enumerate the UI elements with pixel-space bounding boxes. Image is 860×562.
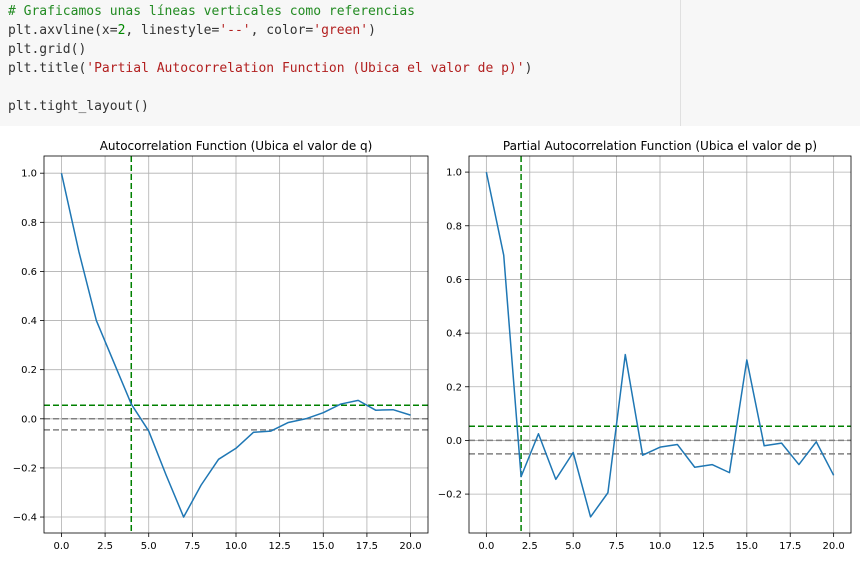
pacf-ytick-label: 0.6 <box>446 275 462 286</box>
code-token: plt.tight_layout() <box>8 99 149 114</box>
code-line: plt.grid() <box>8 40 532 59</box>
code-token: ) <box>524 61 533 76</box>
code-token: , linestyle= <box>125 23 220 38</box>
acf-xtick-label: 12.5 <box>269 541 291 552</box>
code-token: 'green' <box>313 23 369 38</box>
code-block[interactable]: # Graficamos unas líneas verticales como… <box>8 2 532 116</box>
code-cell-divider <box>680 0 681 126</box>
acf-ytick-label: 0.4 <box>21 316 37 327</box>
pacf-xtick-label: 20.0 <box>823 541 845 552</box>
pacf-ytick-label: 0.0 <box>446 436 462 447</box>
code-line: plt.axvline(x=2, linestyle='--', color='… <box>8 21 532 40</box>
acf-ytick-label: 0.8 <box>21 218 37 229</box>
pacf-xtick-label: 12.5 <box>692 541 714 552</box>
pacf-xtick-label: 0.0 <box>478 541 494 552</box>
acf-ytick-label: −0.2 <box>13 463 37 474</box>
code-token: 2 <box>117 23 126 38</box>
pacf-ytick-label: 1.0 <box>446 168 462 179</box>
code-token: 'Partial Autocorrelation Function (Ubica… <box>86 61 525 76</box>
code-token: plt.axvline(x= <box>8 23 118 38</box>
acf-xtick-label: 7.5 <box>184 541 200 552</box>
pacf-ytick-label: 0.4 <box>446 329 462 340</box>
acf-xtick-label: 2.5 <box>97 541 113 552</box>
acf-xtick-label: 17.5 <box>356 541 378 552</box>
code-token: plt.title( <box>8 61 87 76</box>
acf-chart: Autocorrelation Function (Ubica el valor… <box>13 139 429 552</box>
pacf-title: Partial Autocorrelation Function (Ubica … <box>503 139 817 153</box>
pacf-xtick-label: 10.0 <box>649 541 671 552</box>
acf-ytick-label: 0.2 <box>21 365 37 376</box>
pacf-xtick-label: 5.0 <box>565 541 581 552</box>
acf-ytick-label: 0.0 <box>21 414 37 425</box>
code-token: # Graficamos unas líneas verticales como… <box>8 4 415 19</box>
pacf-xtick-label: 17.5 <box>779 541 801 552</box>
acf-ytick-label: 0.6 <box>21 267 37 278</box>
pacf-ytick-label: 0.2 <box>446 382 462 393</box>
acf-xtick-label: 5.0 <box>141 541 157 552</box>
figure: Autocorrelation Function (Ubica el valor… <box>13 139 852 552</box>
acf-xtick-label: 15.0 <box>312 541 334 552</box>
acf-xtick-label: 20.0 <box>399 541 421 552</box>
acf-xtick-label: 0.0 <box>54 541 70 552</box>
acf-ytick-label: 1.0 <box>21 169 37 180</box>
code-cell[interactable]: # Graficamos unas líneas verticales como… <box>0 0 860 126</box>
pacf-ytick-label: −0.2 <box>438 490 462 501</box>
code-token: , color= <box>250 23 314 38</box>
code-line: plt.title('Partial Autocorrelation Funct… <box>8 59 532 78</box>
acf-xtick-label: 10.0 <box>225 541 247 552</box>
pacf-ytick-label: 0.8 <box>446 221 462 232</box>
pacf-chart: Partial Autocorrelation Function (Ubica … <box>438 139 852 552</box>
acf-ytick-label: −0.4 <box>13 513 37 524</box>
pacf-xtick-label: 7.5 <box>609 541 625 552</box>
pacf-xtick-label: 15.0 <box>736 541 758 552</box>
code-token: ) <box>368 23 376 38</box>
code-line: # Graficamos unas líneas verticales como… <box>8 2 532 21</box>
code-token: '--' <box>219 23 251 38</box>
code-line: plt.tight_layout() <box>8 97 532 116</box>
code-line <box>8 78 532 97</box>
code-token: plt.grid() <box>8 42 87 57</box>
pacf-xtick-label: 2.5 <box>522 541 538 552</box>
acf-title: Autocorrelation Function (Ubica el valor… <box>100 139 373 153</box>
